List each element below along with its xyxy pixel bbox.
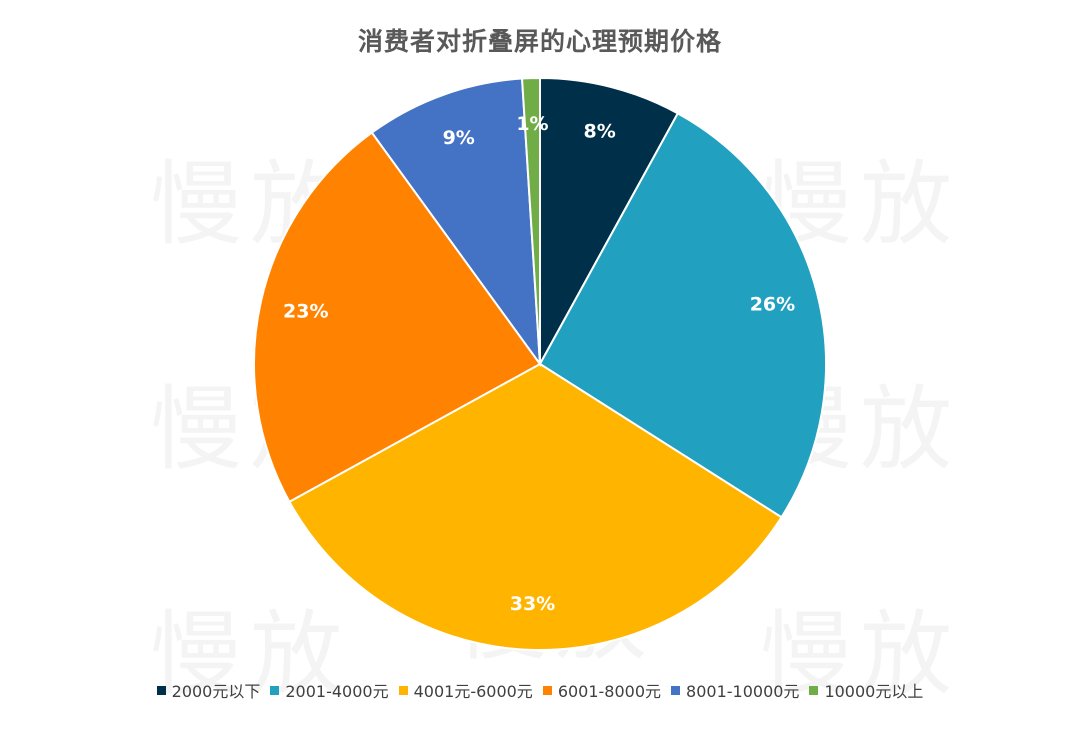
legend-label: 2001-4000元 <box>285 682 389 701</box>
legend-item: 4001元-6000元 <box>398 678 533 702</box>
legend-swatch <box>542 685 552 695</box>
pie-slice-label: 1% <box>516 113 548 135</box>
legend-item: 10000元以上 <box>809 678 923 702</box>
chart-title: 消费者对折叠屏的心理预期价格 <box>357 27 722 56</box>
pie-slice <box>253 131 542 504</box>
pie-slice-label: 9% <box>443 127 475 149</box>
legend-label: 6001-8000元 <box>557 682 662 701</box>
pie-slice-label: 23% <box>283 301 328 323</box>
legend-item: 8001-10000元 <box>671 678 799 702</box>
pie-labels: 8% 26% 33% 23% 9% 1% <box>283 113 795 615</box>
pie-slice <box>538 112 827 519</box>
legend-swatch <box>671 685 681 695</box>
legend-label: 2000元以下 <box>171 682 261 701</box>
legend: 2000元以下 2001-4000元 4001元-6000元 6001-8000元 80… <box>0 678 1080 702</box>
pie-slice <box>370 77 542 368</box>
pie-slice-label: 26% <box>750 293 795 315</box>
pie-slice-label: 33% <box>510 593 555 615</box>
pie-slice <box>520 76 541 365</box>
legend-label: 8001-10000元 <box>686 682 800 701</box>
pie-slices <box>253 76 827 651</box>
pie-slice-label: 8% <box>584 121 616 143</box>
legend-swatch <box>398 685 408 695</box>
pie-slice <box>288 362 783 651</box>
legend-swatch <box>809 685 819 695</box>
pie-slice <box>539 76 680 365</box>
legend-item: 6001-8000元 <box>542 678 662 702</box>
legend-item: 2000元以下 <box>156 678 261 702</box>
legend-label: 4001元-6000元 <box>413 682 533 701</box>
legend-swatch <box>156 685 166 695</box>
legend-label: 10000元以上 <box>824 682 924 701</box>
legend-item: 2001-4000元 <box>270 678 389 702</box>
legend-swatch <box>270 685 280 695</box>
